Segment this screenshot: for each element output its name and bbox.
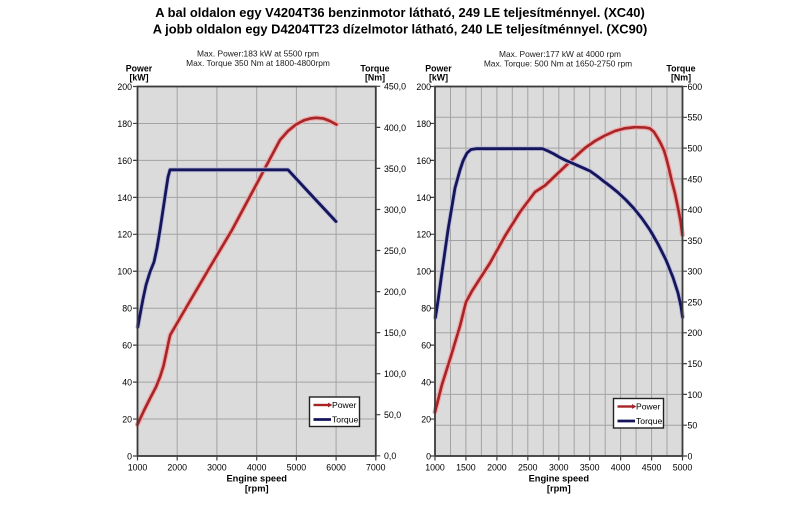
svg-text:150,0: 150,0 <box>384 328 406 338</box>
svg-text:20: 20 <box>421 414 431 424</box>
svg-text:250,0: 250,0 <box>384 246 406 256</box>
svg-text:450,0: 450,0 <box>384 82 406 92</box>
svg-text:200: 200 <box>117 82 132 92</box>
svg-text:Power: Power <box>332 400 356 410</box>
svg-text:Max. Torque 350 Nm at 1800-480: Max. Torque 350 Nm at 1800-4800rpm <box>186 58 330 68</box>
svg-text:Torque: Torque <box>332 415 358 425</box>
svg-text:Max. Power:183 kW at 5500 rpm: Max. Power:183 kW at 5500 rpm <box>197 49 319 59</box>
svg-text:3500: 3500 <box>580 463 600 473</box>
svg-text:300,0: 300,0 <box>384 205 406 215</box>
svg-text:5000: 5000 <box>673 463 693 473</box>
svg-text:180: 180 <box>117 119 132 129</box>
svg-text:140: 140 <box>117 193 132 203</box>
svg-text:Torque: Torque <box>360 64 389 74</box>
svg-text:500: 500 <box>688 144 703 154</box>
svg-text:100,0: 100,0 <box>384 369 406 379</box>
svg-text:300: 300 <box>688 267 703 277</box>
svg-text:60: 60 <box>421 341 431 351</box>
svg-text:100: 100 <box>416 267 431 277</box>
svg-text:4500: 4500 <box>642 463 662 473</box>
svg-text:0: 0 <box>688 451 693 461</box>
svg-text:350: 350 <box>688 236 703 246</box>
svg-text:80: 80 <box>122 304 132 314</box>
svg-text:120: 120 <box>416 230 431 240</box>
svg-text:160: 160 <box>117 156 132 166</box>
svg-text:Max. Power:177 kW at 4000 rpm: Max. Power:177 kW at 4000 rpm <box>499 49 621 59</box>
svg-text:3000: 3000 <box>549 463 569 473</box>
svg-text:120: 120 <box>117 230 132 240</box>
svg-text:5000: 5000 <box>287 463 307 473</box>
svg-text:Engine speed: Engine speed <box>529 474 590 484</box>
svg-text:20: 20 <box>122 414 132 424</box>
svg-text:50: 50 <box>688 421 698 431</box>
svg-text:400,0: 400,0 <box>384 123 406 133</box>
svg-text:0,0: 0,0 <box>384 451 396 461</box>
svg-text:140: 140 <box>416 193 431 203</box>
svg-text:[rpm]: [rpm] <box>245 484 269 494</box>
svg-text:180: 180 <box>416 119 431 129</box>
svg-text:550: 550 <box>688 113 703 123</box>
svg-text:Power: Power <box>425 64 452 74</box>
svg-text:0: 0 <box>426 451 431 461</box>
svg-text:A jobb oldalon egy D4204TT23 d: A jobb oldalon egy D4204TT23 dízelmotor … <box>153 22 648 37</box>
svg-text:Power: Power <box>126 64 153 74</box>
svg-text:200: 200 <box>688 328 703 338</box>
svg-text:60: 60 <box>122 341 132 351</box>
svg-text:Power: Power <box>636 402 660 412</box>
svg-text:4000: 4000 <box>247 463 267 473</box>
svg-text:[rpm]: [rpm] <box>547 484 571 494</box>
svg-text:2000: 2000 <box>167 463 187 473</box>
svg-text:3000: 3000 <box>207 463 227 473</box>
svg-text:100: 100 <box>117 267 132 277</box>
svg-text:80: 80 <box>421 304 431 314</box>
svg-text:0: 0 <box>127 451 132 461</box>
svg-text:350,0: 350,0 <box>384 164 406 174</box>
svg-text:250: 250 <box>688 297 703 307</box>
svg-text:600: 600 <box>688 82 703 92</box>
svg-text:40: 40 <box>421 378 431 388</box>
svg-text:160: 160 <box>416 156 431 166</box>
svg-text:1000: 1000 <box>128 463 148 473</box>
svg-text:150: 150 <box>688 359 703 369</box>
svg-text:A bal oldalon egy V4204T36 ben: A bal oldalon egy V4204T36 benzinmotor l… <box>155 5 645 20</box>
svg-text:2000: 2000 <box>487 463 507 473</box>
svg-text:2500: 2500 <box>518 463 538 473</box>
svg-text:400: 400 <box>688 205 703 215</box>
svg-text:4000: 4000 <box>611 463 631 473</box>
svg-text:1500: 1500 <box>456 463 476 473</box>
svg-text:50,0: 50,0 <box>384 410 401 420</box>
svg-text:100: 100 <box>688 390 703 400</box>
svg-text:450: 450 <box>688 174 703 184</box>
svg-text:[kW]: [kW] <box>129 73 148 83</box>
svg-text:40: 40 <box>122 378 132 388</box>
svg-text:6000: 6000 <box>326 463 346 473</box>
svg-text:Torque: Torque <box>666 64 695 74</box>
svg-text:Torque: Torque <box>636 416 662 426</box>
svg-text:200: 200 <box>416 82 431 92</box>
svg-text:[Nm]: [Nm] <box>365 73 385 83</box>
svg-text:[Nm]: [Nm] <box>671 73 691 83</box>
svg-text:1000: 1000 <box>425 463 445 473</box>
svg-text:200,0: 200,0 <box>384 287 406 297</box>
svg-text:Max. Torque: 500 Nm at 1650-27: Max. Torque: 500 Nm at 1650-2750 rpm <box>484 59 632 69</box>
svg-text:7000: 7000 <box>366 463 386 473</box>
svg-text:[kW]: [kW] <box>429 73 448 83</box>
svg-text:Engine speed: Engine speed <box>226 474 287 484</box>
